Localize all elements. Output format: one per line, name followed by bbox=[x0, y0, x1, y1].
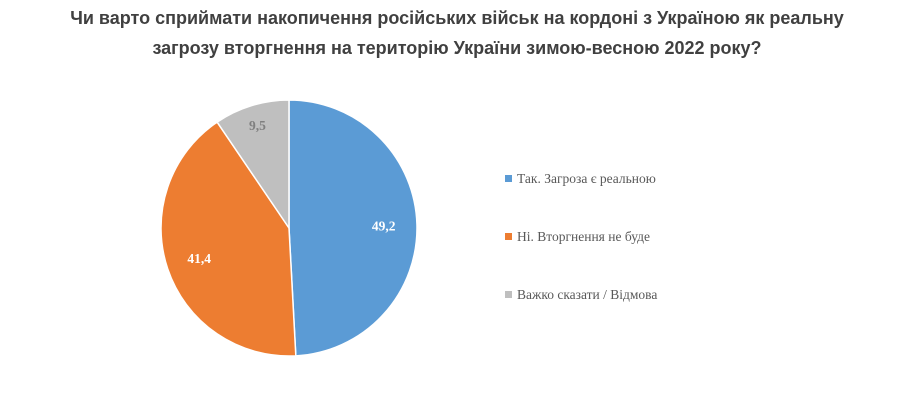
legend-label-2: Ні. Вторгнення не буде bbox=[517, 229, 650, 244]
pie-slice-2 bbox=[160, 121, 297, 357]
pie-slices bbox=[160, 99, 418, 357]
slice-value-label-2: 41,4 bbox=[187, 251, 211, 266]
legend-swatch-3 bbox=[505, 291, 512, 298]
chart-title-line-1: Чи варто сприймати накопичення російськи… bbox=[70, 8, 844, 28]
pie-slice-3 bbox=[216, 99, 290, 231]
legend-label-1: Так. Загроза є реальною bbox=[517, 171, 656, 186]
chart-title-line-2: загрозу вторгнення на територію України … bbox=[152, 38, 762, 58]
legend-label-3: Важко сказати / Відмова bbox=[517, 287, 657, 302]
legend: Так. Загроза є реальною Ні. Вторгнення не… bbox=[505, 171, 657, 302]
slice-value-label-3: 9,5 bbox=[249, 118, 266, 133]
slice-value-label-1: 49,2 bbox=[372, 218, 396, 233]
pie-labels: 49,2 41,4 9,5 bbox=[187, 118, 395, 266]
legend-swatch-2 bbox=[505, 233, 512, 240]
legend-swatch-1 bbox=[505, 175, 512, 182]
pie-slice-1 bbox=[288, 99, 418, 357]
